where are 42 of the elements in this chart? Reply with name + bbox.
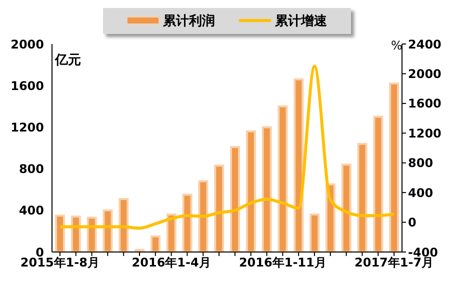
legend-label: 累计利润 <box>163 12 215 30</box>
bar <box>373 116 384 252</box>
bar <box>341 164 352 252</box>
y-tick-label: 400 <box>18 204 44 218</box>
y2-axis-title: % <box>391 38 402 53</box>
y2-tick-label: 0 <box>408 216 416 230</box>
bar <box>86 216 97 252</box>
y2-tick-label: 400 <box>408 186 434 200</box>
bar <box>310 214 320 252</box>
y2-tick-label: 1600 <box>408 96 442 111</box>
x-tick-label: 2017年1-7月 <box>354 256 434 270</box>
bar <box>166 214 176 252</box>
bar <box>118 198 129 252</box>
bar <box>389 82 400 252</box>
x-tick-label: 2016年1-4月 <box>132 256 211 270</box>
y-tick-label: 2000 <box>10 37 44 52</box>
y-axis-title: 亿元 <box>54 53 81 68</box>
x-tick-label: 2015年1-8月 <box>20 256 100 270</box>
bar <box>55 214 65 252</box>
legend-label: 累计增速 <box>275 13 327 30</box>
bar <box>278 105 288 252</box>
bar <box>262 126 272 252</box>
y2-tick-label: 1200 <box>408 126 442 140</box>
bar <box>150 235 160 252</box>
bar <box>134 248 145 252</box>
y-tick-label: 1600 <box>10 78 44 93</box>
bar <box>70 216 81 252</box>
y2-tick-label: 2000 <box>408 66 442 81</box>
x-tick-label: 2016年1-11月 <box>238 256 326 270</box>
bar <box>214 164 224 252</box>
y2-tick-label: 2400 <box>408 37 442 52</box>
bar <box>198 180 208 252</box>
y2-tick-label: 800 <box>408 156 434 170</box>
bar <box>102 209 113 252</box>
bar <box>357 142 368 252</box>
bar <box>182 194 192 252</box>
line-series <box>58 64 396 230</box>
bar <box>294 78 304 252</box>
y-tick-label: 800 <box>18 162 44 176</box>
bar <box>230 146 240 252</box>
y-tick-label: 1200 <box>10 120 44 134</box>
bar <box>246 130 256 252</box>
